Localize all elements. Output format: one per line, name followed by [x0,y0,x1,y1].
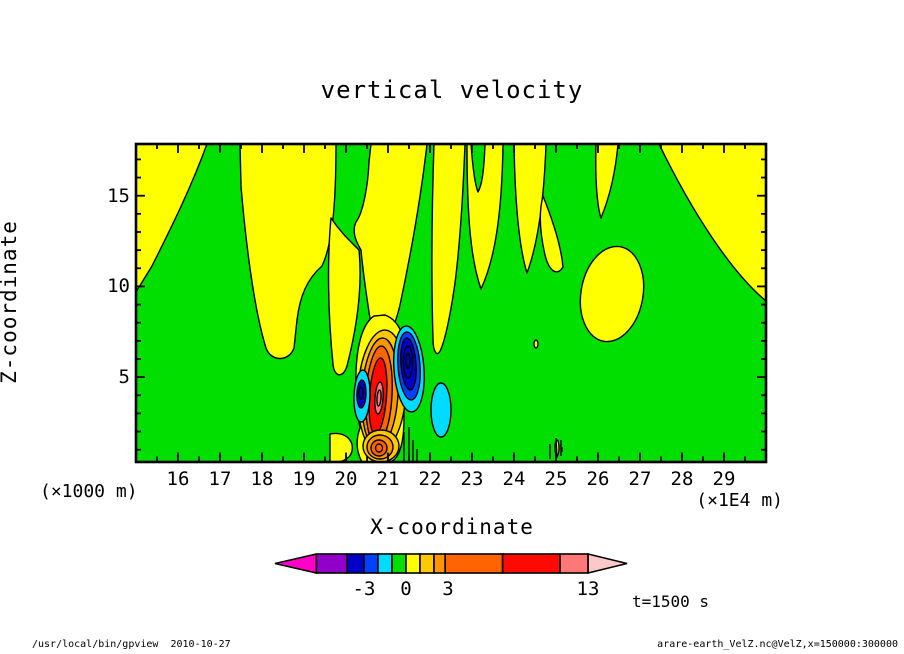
x-tick-label: 22 [418,468,442,490]
colorbar-tick-label: -3 [352,578,376,600]
contour-striations [403,427,563,462]
contour-field [136,144,766,462]
positive-weak-regions [136,144,766,462]
x-tick-label: 19 [292,468,316,490]
x-tick-label: 18 [250,468,274,490]
z-axis-unit-label: (×1000 m) [40,481,138,502]
x-tick-label: 25 [544,468,568,490]
updraft-low-cluster [362,429,400,462]
downdraft-cell-right [393,325,425,413]
y-tick-label: 10 [107,275,130,298]
footer-dataset-info: arare-earth_VelZ.nc@VelZ,x=150000:300000 [657,639,898,650]
y-tick-label: 5 [118,366,130,389]
colorbar-tick-label: 0 [400,578,412,600]
colorbar [274,552,628,575]
x-tick-label: 16 [166,468,190,490]
downdraft-cell-left [353,369,371,423]
time-annotation: t=1500 s [632,592,710,611]
x-tick-label: 27 [628,468,652,490]
y-tick-label: 15 [107,184,130,207]
colorbar-tick-label: 3 [442,578,454,600]
x-tick-label: 29 [712,468,736,490]
footer-command-line: /usr/local/bin/gpview 2010-10-27 [32,639,231,650]
isolated-yellow-cell [579,245,645,343]
chart-title: vertical velocity [320,76,584,104]
x-tick-label: 20 [334,468,358,490]
x-tick-label: 21 [376,468,400,490]
plot-frame [134,142,768,464]
colorbar-tick-label: 13 [576,578,600,600]
x-axis-unit-label: (×1E4 m) [696,490,783,511]
x-tick-label: 23 [460,468,484,490]
x-tick-label: 24 [502,468,526,490]
z-axis-label: Z-coordinate [0,220,21,384]
x-tick-label: 28 [670,468,694,490]
x-tick-label: 26 [586,468,610,490]
x-axis-label: X-coordinate [370,515,534,539]
weak-downdraft-blob [430,382,452,438]
x-tick-label: 17 [208,468,232,490]
